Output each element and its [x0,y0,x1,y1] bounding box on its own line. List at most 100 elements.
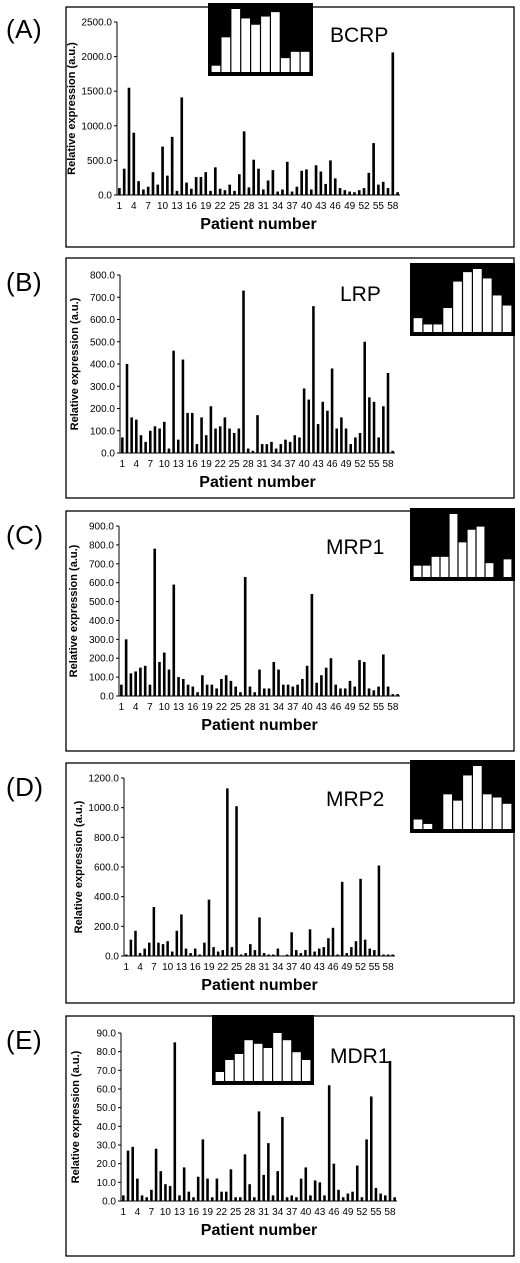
inset-bar [482,794,492,829]
bar [127,87,131,195]
inset-bar [211,65,221,72]
bar [302,388,306,453]
bar [396,192,399,195]
bar [233,190,236,195]
inset-bar [413,318,423,332]
x-tick-label: 16 [186,201,198,212]
y-tick-label: 80.0 [97,1047,117,1058]
x-tick-label: 1 [124,962,130,973]
x-tick-label: 43 [315,201,327,212]
bar [253,1197,256,1201]
bar [220,1191,223,1201]
bar [167,669,171,696]
bar [161,944,165,956]
inset-bar [231,9,241,72]
bar [223,190,227,195]
bar [170,136,174,195]
bar [189,953,192,956]
x-tick-label: 40 [301,201,313,212]
x-tick-label: 4 [135,1207,141,1218]
bar [265,444,269,453]
inset-bar [502,803,512,829]
bar [149,430,152,453]
bar [267,688,271,696]
y-tick-label: 0.0 [105,952,119,963]
panel-frame [65,510,515,752]
inset-bar [449,514,458,577]
bar [305,665,309,696]
bar [228,428,231,453]
y-tick-label: 60.0 [97,1085,117,1096]
bar [130,417,133,453]
bar [175,190,179,195]
bar [298,437,301,453]
y-tick-label: 600.0 [89,578,114,589]
x-tick-label: 19 [200,201,212,212]
x-tick-label: 31 [258,1207,270,1218]
x-tick-label: 13 [171,201,183,212]
bar [178,1195,181,1201]
bar [247,187,251,195]
x-tick-label: 13 [176,962,188,973]
bar [286,684,290,696]
inset-bar [463,272,472,332]
bar [215,688,218,696]
bar [367,688,371,696]
x-tick-label: 52 [356,1207,368,1218]
x-tick-label: 16 [190,962,202,973]
y-tick-label: 400.0 [90,360,115,371]
bar [239,1197,242,1201]
bar [253,950,257,956]
bar [334,684,338,696]
x-tick-label: 10 [157,201,169,212]
bar [365,1139,368,1201]
bar [258,669,261,696]
x-tick-label: 1 [117,201,123,212]
y-tick-label: 50.0 [97,1103,117,1114]
bar [248,686,252,696]
bar [118,188,121,195]
bar [214,428,217,453]
bar [317,948,321,956]
gene-name: LRP [340,283,381,306]
y-tick-label: 0.0 [101,449,115,460]
inset-bar [443,308,452,332]
x-tick-label: 52 [354,459,366,470]
bar [209,190,212,195]
x-axis-label: Patient number [199,474,315,491]
bar [327,1085,331,1201]
bar [372,401,376,453]
bar [377,686,380,696]
bar [258,917,261,956]
bar [152,907,156,956]
x-tick-label: 25 [229,201,241,212]
bar [271,170,275,195]
x-tick-label: 19 [201,459,213,470]
bar [142,189,145,195]
bar [173,1042,177,1201]
bar [348,680,352,696]
bar [338,188,342,195]
x-tick-label: 58 [384,1207,396,1218]
bar [322,947,326,956]
bar [374,1187,378,1201]
y-tick-label: 500.0 [90,337,115,348]
bar [125,954,128,956]
bar [279,444,283,453]
bar [186,684,190,696]
panel-frame [65,257,515,499]
y-tick-label: 800.0 [94,833,119,844]
inset-bar [254,1043,263,1081]
bar [267,1143,270,1201]
x-tick-label: 10 [162,962,174,973]
bar [256,415,259,453]
y-tick-label: 500.0 [89,597,114,608]
bar [156,184,160,195]
bar [368,948,372,956]
bar [353,192,356,195]
bar [393,1197,396,1201]
bar [242,290,245,453]
bar [266,180,270,195]
bar [148,684,152,696]
bar [196,692,199,696]
